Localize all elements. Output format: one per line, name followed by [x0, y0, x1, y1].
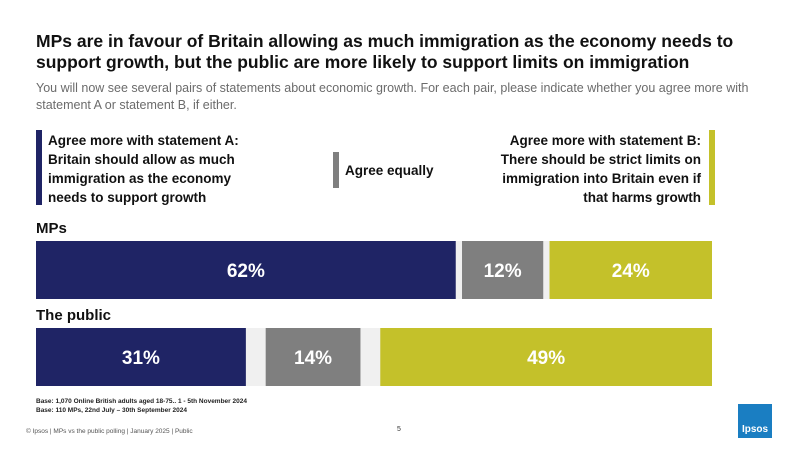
legend-swatch — [709, 130, 715, 205]
category-label: The public — [36, 307, 111, 324]
bar — [462, 241, 544, 299]
legend-label: Agree more with statement B: There shoul… — [500, 133, 701, 205]
bar — [265, 328, 361, 386]
bar — [380, 328, 712, 386]
bar — [36, 328, 246, 386]
footnote: Base: 110 MPs, 22nd July – 30th Septembe… — [36, 407, 188, 414]
value-label: 14% — [294, 348, 332, 369]
value-label: 12% — [484, 261, 522, 282]
chart-title: MPs are in favour of Britain allowing as… — [36, 31, 734, 72]
bar — [36, 241, 456, 299]
legend-swatch — [333, 152, 339, 188]
value-label: 49% — [527, 348, 565, 369]
value-label: 24% — [612, 261, 650, 282]
footer: © Ipsos | MPs vs the public polling | Ja… — [26, 428, 193, 435]
legend-swatch — [36, 130, 42, 205]
value-label: 31% — [122, 348, 160, 369]
legend-label: Agree equally — [345, 163, 434, 178]
footnote: Base: 1,070 Online British adults aged 1… — [36, 398, 247, 405]
legend-label: Agree more with statement A: Britain sho… — [48, 133, 239, 205]
chart-subtitle: You will now see several pairs of statem… — [36, 81, 749, 112]
page-number: 5 — [397, 426, 401, 433]
bar — [549, 241, 712, 299]
value-label: 62% — [227, 261, 265, 282]
logo: Ipsos — [738, 404, 772, 438]
category-label: MPs — [36, 220, 67, 237]
